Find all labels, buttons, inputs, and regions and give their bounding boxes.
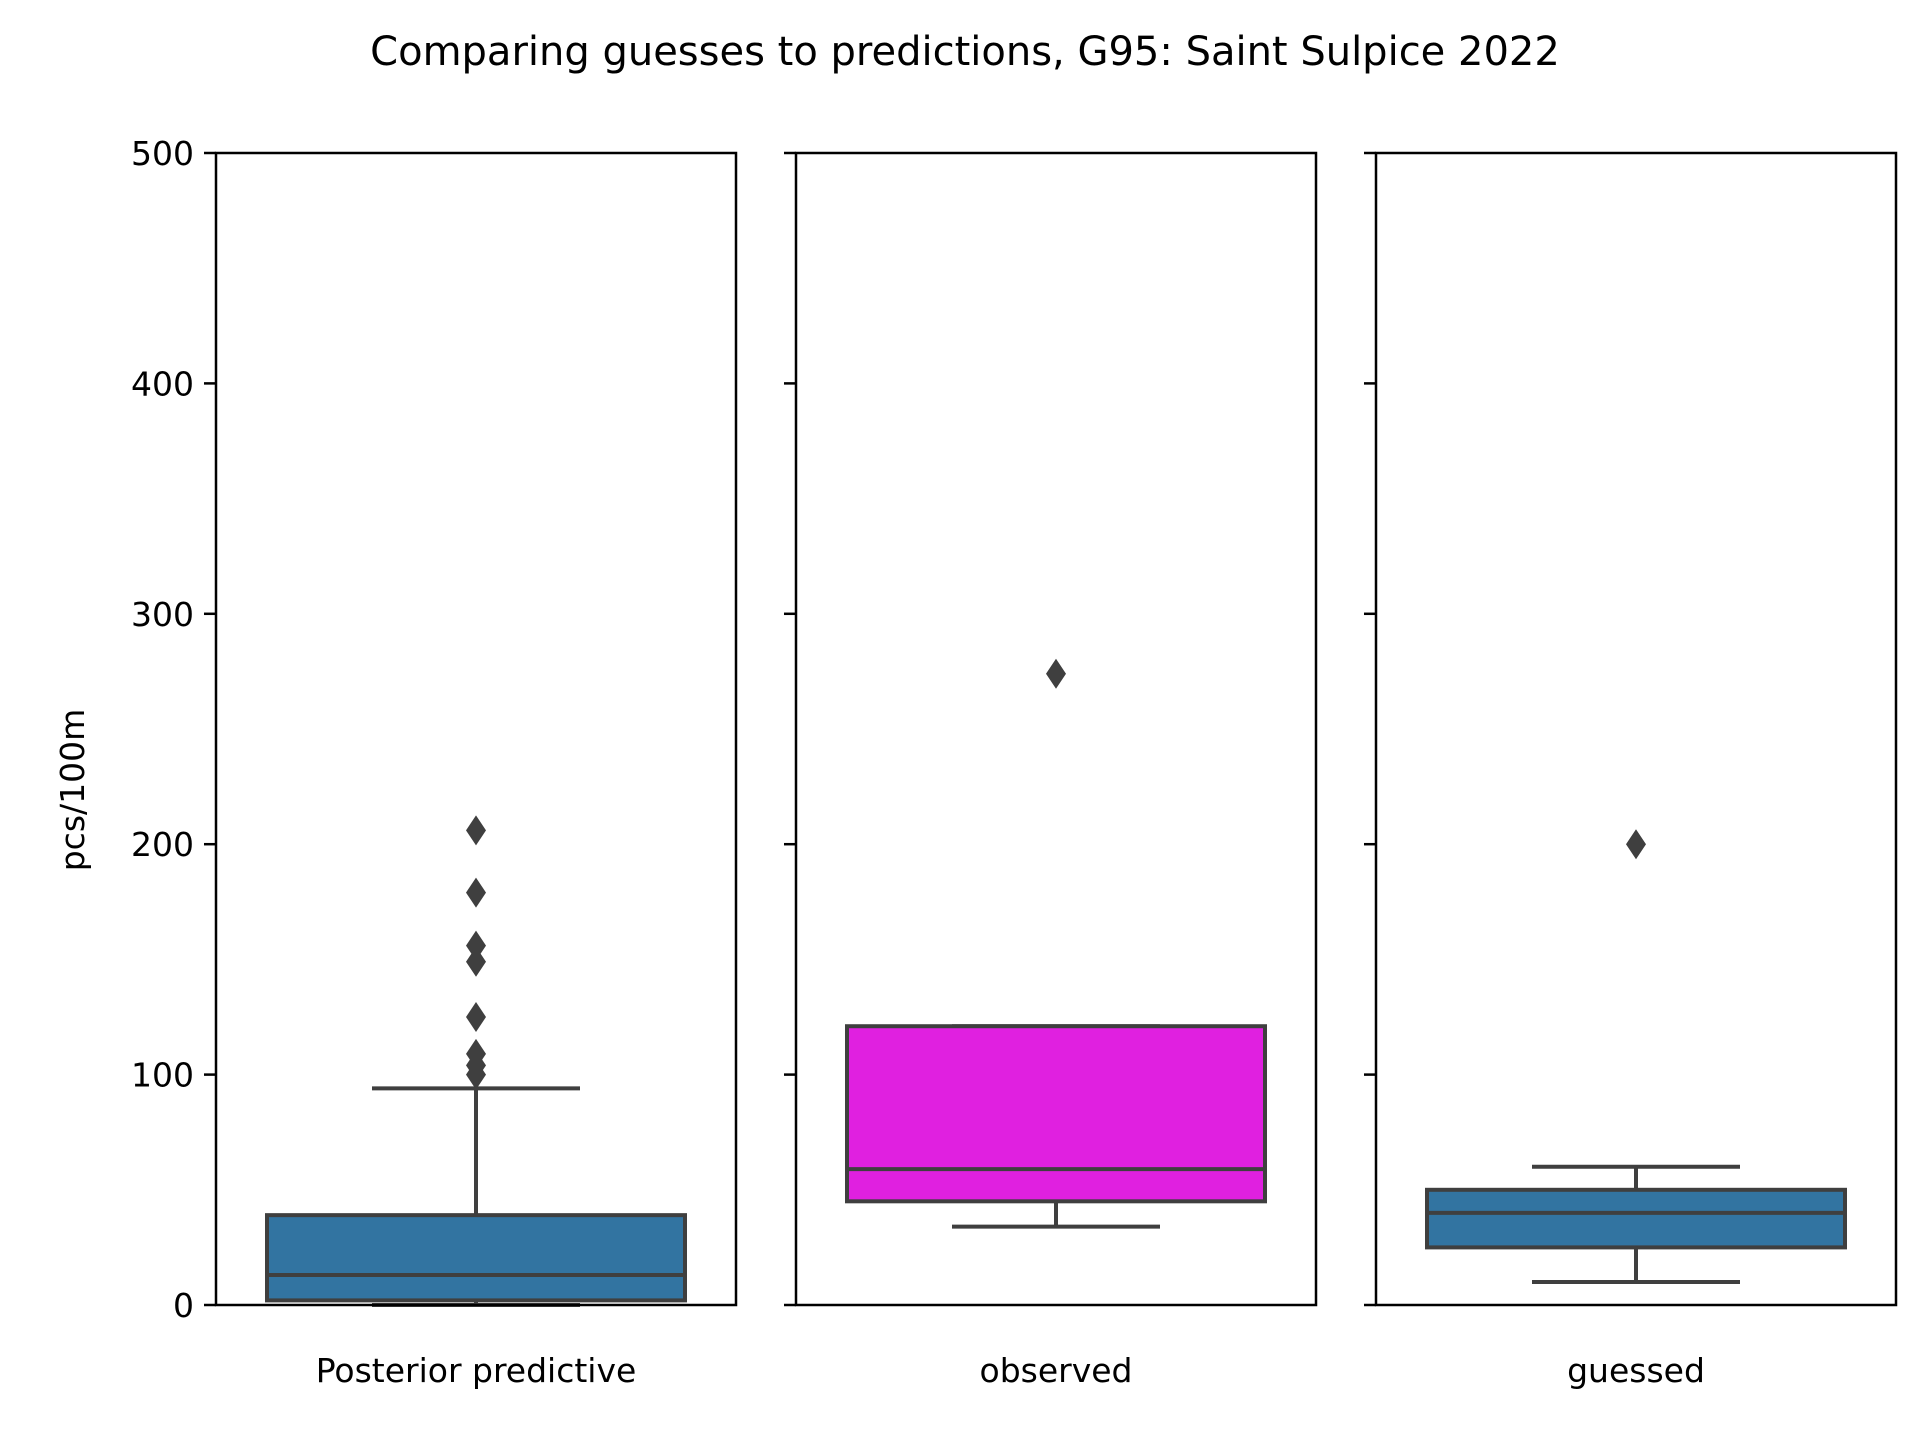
y-tick-label: 200 [131,825,194,864]
outlier-marker [466,930,486,961]
y-tick-label: 0 [173,1286,194,1325]
box [1425,1187,1847,1250]
outlier-marker [466,1002,486,1032]
outlier-marker [466,877,486,908]
outlier-marker [466,946,486,977]
y-tick-label: 400 [131,364,194,403]
y-tick-label: 300 [131,595,194,634]
outlier-marker [1626,829,1646,860]
panel-1: 0 100 200 300 400 500 Posterior predictive [131,134,738,1390]
x-category-label: Posterior predictive [316,1351,637,1390]
x-category-label: guessed [1567,1351,1705,1390]
panels-group: 0 100 200 300 400 500 Posterior predictive obse… [131,134,1898,1390]
y-tick-label: 100 [131,1056,194,1095]
box [845,1024,1267,1204]
panel-2: observed [784,151,1318,1390]
chart-title: Comparing guesses to predictions, G95: S… [370,29,1560,75]
outlier-marker [466,1038,486,1069]
outlier-marker [1046,658,1066,689]
panel-frame [794,151,1318,1307]
panel-frame [1374,151,1898,1307]
panel-frame [214,151,738,1307]
y-axis-label: pcs/100m [53,709,92,872]
y-tick-label: 500 [131,134,194,173]
panel-3: guessed [1364,151,1898,1390]
outlier-marker [466,815,486,846]
x-category-label: observed [980,1351,1133,1390]
box [265,1213,687,1303]
